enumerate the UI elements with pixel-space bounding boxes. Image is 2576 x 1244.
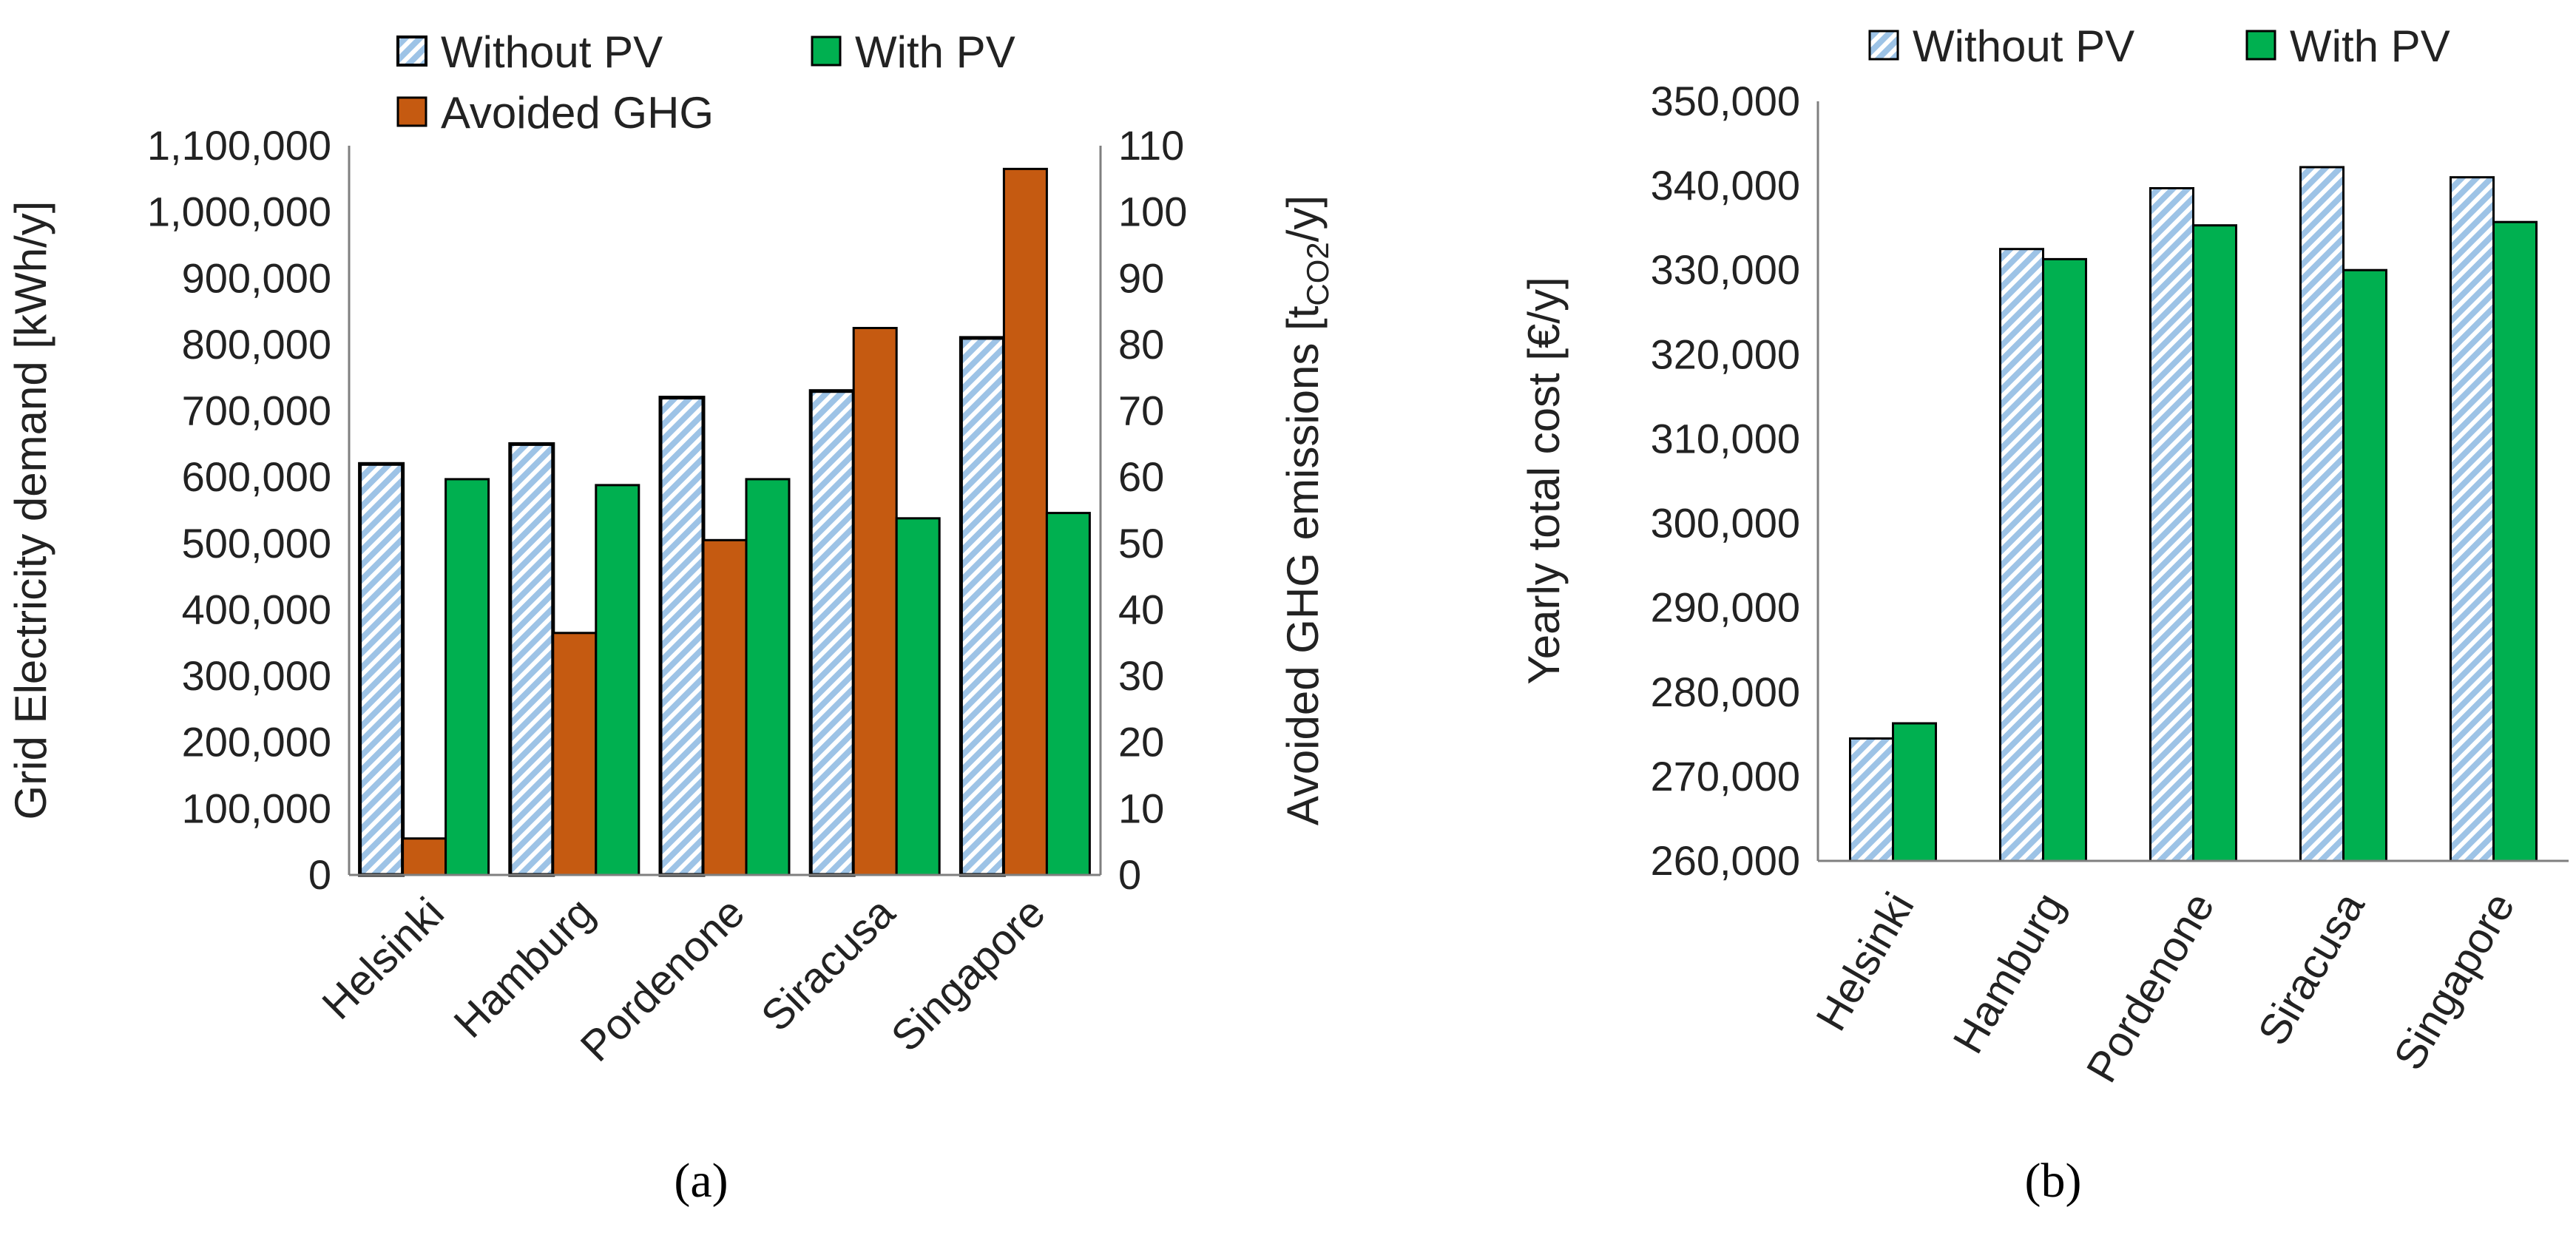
bar-b-with-pv-pordenone — [2192, 224, 2237, 862]
bar-a-avoided-ghg-siracusa — [852, 327, 898, 876]
bar-b-without-pv-hamburg — [1999, 248, 2044, 862]
bar-a-without-pv-hamburg — [508, 442, 555, 877]
chart-a-left-tick-labels: 0 100,000 200,000 300,000 400,000 500,000 600,… — [147, 122, 331, 898]
a-y2tick-label: 60 — [1118, 453, 1164, 500]
a-y2tick-label: 20 — [1118, 719, 1164, 765]
a-ytick-label: 900,000 — [182, 254, 331, 301]
a-y2tick-label: 30 — [1118, 652, 1164, 699]
chart-b-category-labels: Helsinki Hamburg Pordenone Siracusa Singapor… — [1807, 884, 2524, 1090]
legend-label-without-pv: Without PV — [441, 27, 663, 77]
bar-b-with-pv-siracusa — [2342, 268, 2387, 862]
b-ytick-label: 310,000 — [1651, 415, 1800, 462]
bar-a-with-pv-pordenone — [745, 478, 791, 876]
a-category-label: Hamburg — [444, 888, 604, 1047]
b-category-label: Siracusa — [2249, 884, 2374, 1053]
bar-a-without-pv-pordenone — [658, 396, 706, 877]
chart-a-y2-axis-title: Avoided GHG emissions [tCO2/y] — [1278, 195, 1335, 825]
legend-swatch-without-pv — [396, 36, 427, 67]
b-ytick-label: 280,000 — [1651, 669, 1800, 715]
bar-b-without-pv-siracusa — [2299, 166, 2345, 862]
b-ytick-label: 300,000 — [1651, 500, 1800, 547]
chart-b-bars — [1849, 166, 2538, 862]
b-ytick-label: 340,000 — [1651, 162, 1800, 209]
bar-a-without-pv-helsinki — [358, 462, 405, 877]
bar-b-without-pv-pordenone — [2149, 187, 2194, 862]
bar-a-avoided-ghg-singapore — [1002, 167, 1048, 876]
legend-label-avoided-ghg: Avoided GHG — [441, 88, 714, 138]
bar-b-with-pv-helsinki — [1892, 722, 1937, 862]
bar-a-with-pv-hamburg — [595, 484, 640, 876]
legend-swatch-avoided-ghg — [396, 96, 427, 127]
a-y2tick-label: 50 — [1118, 520, 1164, 567]
chart-b-tick-labels: 260,000 270,000 280,000 290,000 300,000 310,0… — [1651, 78, 1800, 884]
legend-b-label-with-pv: With PV — [2290, 21, 2450, 71]
b-ytick-label: 350,000 — [1651, 78, 1800, 124]
bar-a-avoided-ghg-helsinki — [402, 837, 447, 876]
legend-b-label-without-pv: Without PV — [1913, 21, 2134, 71]
a-ytick-label: 700,000 — [182, 388, 331, 434]
bar-b-without-pv-singapore — [2450, 176, 2495, 862]
chart-b-legend: Without PV With PV — [1868, 21, 2450, 71]
a-y2tick-label: 110 — [1118, 122, 1184, 169]
a-category-label: Siracusa — [752, 888, 905, 1041]
chart-b-y-axis-title: Yearly total cost [€/y] — [1519, 277, 1569, 684]
bar-a-with-pv-siracusa — [895, 517, 941, 876]
bar-b-without-pv-helsinki — [1849, 737, 1894, 862]
a-ytick-label: 500,000 — [182, 520, 331, 567]
bar-b-with-pv-singapore — [2492, 220, 2538, 862]
chart-a-legend: Without PV With PV Avoided GHG — [396, 27, 1015, 138]
chart-a-y2-title-sub: CO2 — [1300, 242, 1335, 305]
a-y2tick-label: 100 — [1118, 189, 1187, 235]
legend-label-with-pv: With PV — [855, 27, 1015, 77]
a-y2tick-label: 70 — [1118, 388, 1164, 434]
bar-a-with-pv-helsinki — [444, 478, 490, 876]
chart-a-category-labels: HelsinkiHamburgPordenoneSiracusaSingapor… — [313, 888, 1054, 1071]
a-ytick-label: 400,000 — [182, 586, 331, 633]
legend-b-swatch-with-pv — [2245, 30, 2276, 61]
a-ytick-label: 600,000 — [182, 453, 331, 500]
a-ytick-label: 300,000 — [182, 652, 331, 699]
panel-label-b: (b) — [2025, 1154, 2082, 1208]
panel-label-a: (a) — [674, 1154, 728, 1208]
b-ytick-label: 290,000 — [1651, 584, 1800, 631]
bar-b-with-pv-hamburg — [2042, 257, 2087, 862]
bar-a-avoided-ghg-pordenone — [702, 538, 748, 876]
b-ytick-label: 320,000 — [1651, 331, 1800, 377]
bar-a-with-pv-singapore — [1045, 512, 1091, 876]
a-ytick-label: 1,100,000 — [147, 122, 331, 169]
a-y2tick-label: 0 — [1118, 851, 1141, 898]
chart-a: 0 100,000 200,000 300,000 400,000 500,000 600,… — [6, 27, 1335, 1208]
chart-a-y2-title-main: Avoided GHG emissions [t — [1278, 305, 1328, 825]
chart-b: 260,000 270,000 280,000 290,000 300,000 310,0… — [1519, 21, 2569, 1208]
a-ytick-label: 100,000 — [182, 785, 331, 831]
legend-swatch-with-pv — [811, 36, 842, 67]
legend-b-swatch-without-pv — [1868, 30, 1899, 61]
a-ytick-label: 800,000 — [182, 321, 331, 368]
a-y2tick-label: 90 — [1118, 254, 1164, 301]
a-ytick-label: 0 — [308, 851, 331, 898]
a-category-label: Pordenone — [572, 888, 754, 1071]
b-ytick-label: 270,000 — [1651, 753, 1800, 800]
chart-a-y-axis-title: Grid Electricity demand [kWh/y] — [6, 201, 55, 820]
a-y2tick-label: 10 — [1118, 785, 1164, 831]
chart-a-y2-title-end: /y] — [1278, 195, 1328, 242]
b-ytick-label: 330,000 — [1651, 246, 1800, 293]
a-category-label: Singapore — [882, 888, 1055, 1061]
a-y2tick-label: 80 — [1118, 321, 1164, 368]
bar-a-avoided-ghg-hamburg — [552, 632, 598, 876]
b-category-label: Hamburg — [1944, 885, 2074, 1061]
a-ytick-label: 200,000 — [182, 719, 331, 765]
b-category-label: Helsinki — [1807, 885, 1924, 1038]
chart-a-bars — [358, 167, 1091, 877]
bar-a-without-pv-siracusa — [808, 389, 856, 877]
a-category-label: Helsinki — [313, 888, 453, 1029]
bar-a-without-pv-singapore — [959, 336, 1006, 877]
b-category-label: Pordenone — [2078, 885, 2224, 1090]
chart-a-right-tick-labels: 0 10 20 30 40 50 60 70 80 90 100 110 — [1118, 122, 1187, 898]
b-ytick-label: 260,000 — [1651, 837, 1800, 884]
b-category-label: Singapore — [2384, 885, 2524, 1078]
a-y2tick-label: 40 — [1118, 586, 1164, 633]
a-ytick-label: 1,000,000 — [147, 189, 331, 235]
